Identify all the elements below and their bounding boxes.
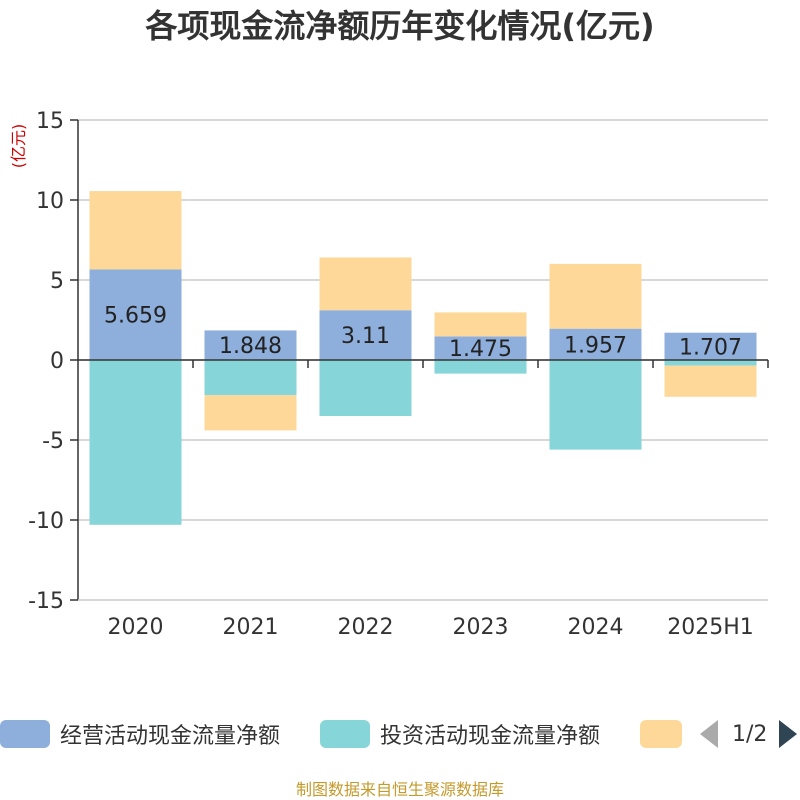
bar-s1-2021 [204, 360, 297, 396]
bar-s1-2022 [319, 360, 412, 416]
legend-item-investing[interactable]: 投资活动现金流量净额 [320, 714, 600, 754]
data-source-note: 制图数据来自恒生聚源数据库 [295, 780, 504, 799]
bar-s1-2020 [89, 360, 182, 525]
bar-s0-2021 [204, 330, 297, 360]
x-tick-label: 2022 [338, 615, 394, 640]
axes: 15 10 5 0 -5 -10 -15 2020 2021 2022 2023 2024 2025H1 [28, 109, 769, 640]
bar-s0-2025H1 [664, 332, 757, 360]
legend-item-financing[interactable] [640, 714, 682, 754]
y-axis-unit: (亿元) [9, 124, 28, 169]
legend-item-operating[interactable]: 经营活动现金流量净额 [0, 714, 280, 754]
y-tick-label: 0 [50, 349, 64, 374]
legend-label-investing: 投资活动现金流量净额 [380, 724, 601, 749]
bar-s1-2025H1 [664, 360, 757, 366]
y-tick-label: -15 [28, 589, 64, 614]
pager-page-indicator: 1/2 [732, 721, 768, 747]
bar-s0-2024 [549, 328, 642, 360]
chart-title: 各项现金流净额历年变化情况(亿元) [145, 7, 655, 45]
pager-next-icon[interactable] [779, 720, 798, 748]
y-tick-label: 5 [50, 269, 64, 294]
y-tick-label: -5 [42, 429, 64, 454]
y-tick-label: 10 [36, 189, 64, 214]
x-tick-label: 2025H1 [667, 615, 754, 640]
legend-swatch-financing [640, 720, 682, 748]
bar-s1-2024 [549, 360, 642, 450]
x-tick-label: 2021 [223, 615, 279, 640]
legend-swatch-operating [0, 720, 50, 748]
data-labels: 5.659 1.848 3.11 1.475 1.957 1.707 [104, 304, 742, 362]
y-tick-label: -10 [28, 509, 64, 534]
legend: 经营活动现金流量净额 投资活动现金流量净额 1/2 [0, 714, 800, 754]
bar-s2-2025H1 [664, 365, 757, 397]
x-tick-label: 2023 [453, 615, 509, 640]
bar-s0-2023 [434, 336, 527, 360]
bar-s1-2023 [434, 360, 527, 374]
x-tick-label: 2020 [108, 615, 164, 640]
bars [89, 191, 757, 525]
data-label: 3.11 [341, 324, 390, 349]
pager-prev-icon[interactable] [700, 720, 718, 748]
y-tick-label: 15 [36, 109, 64, 134]
legend-label-operating: 经营活动现金流量净额 [60, 724, 281, 749]
bar-s2-2020 [89, 191, 182, 270]
x-tick-label: 2024 [568, 615, 624, 640]
data-label: 1.707 [679, 335, 742, 360]
bar-s2-2024 [549, 263, 642, 329]
data-label: 1.957 [564, 333, 627, 358]
bar-s2-2023 [434, 312, 527, 337]
legend-pager: 1/2 [700, 714, 798, 754]
data-label: 1.848 [219, 334, 282, 359]
bar-s2-2022 [319, 257, 412, 311]
legend-swatch-investing [320, 720, 370, 748]
bar-s0-2020 [89, 269, 182, 360]
bar-s0-2022 [319, 310, 412, 360]
bar-s2-2021 [204, 395, 297, 431]
data-label: 5.659 [104, 304, 167, 329]
data-label: 1.475 [449, 337, 512, 362]
